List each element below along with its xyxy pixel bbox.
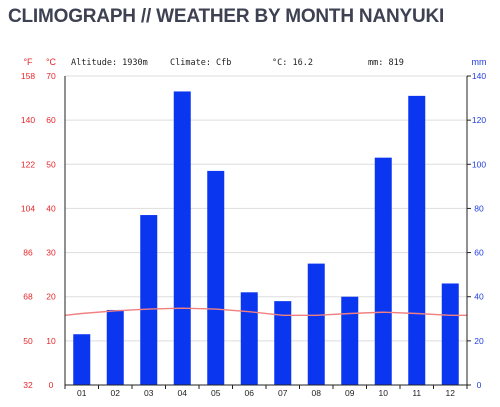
right-mm-ticks: 0 20 40 60 80 100 120 140 [467, 71, 486, 390]
precipitation-bar [274, 301, 292, 385]
temperature-line-group [64, 307, 467, 316]
fahrenheit-unit-label: °F [23, 57, 33, 67]
celsius-tick-label: 60 [46, 115, 56, 125]
celsius-tick-label: 30 [46, 248, 56, 258]
mm-tick-label: 80 [474, 203, 484, 213]
mm-tick-label: 100 [472, 159, 486, 169]
precipitation-bar [240, 292, 258, 385]
precipitation-bar [374, 157, 392, 385]
month-tick-label: 07 [278, 388, 288, 398]
precipitation-bar [307, 263, 325, 385]
precipitation-bar [441, 283, 459, 385]
mm-tick-label: 120 [472, 115, 486, 125]
precip-label: mm: 819 [368, 58, 404, 68]
month-tick-label: 05 [211, 388, 221, 398]
month-tick-label: 08 [312, 388, 322, 398]
fahrenheit-tick-label: 68 [23, 292, 33, 302]
month-tick-label: 09 [345, 388, 355, 398]
precipitation-bars [73, 91, 459, 385]
mm-tick-label: 0 [477, 380, 482, 390]
precipitation-bar [173, 91, 191, 385]
x-ticks: 01 02 03 04 05 06 07 08 09 10 11 12 [64, 385, 468, 398]
precipitation-bar [341, 296, 359, 385]
altitude-label: Altitude: 1930m [71, 58, 148, 68]
month-tick-label: 10 [379, 388, 389, 398]
mm-tick-label: 140 [472, 71, 486, 81]
fahrenheit-tick-label: 32 [23, 380, 33, 390]
precipitation-bar [106, 309, 124, 385]
climate-label: Climate: Cfb [170, 58, 231, 68]
celsius-tick-label: 20 [46, 292, 56, 302]
fahrenheit-tick-label: 104 [21, 203, 35, 213]
fahrenheit-tick-label: 122 [21, 159, 35, 169]
left-f-ticks: 32 50 68 86 104 122 140 158 [21, 71, 35, 390]
precipitation-bar [408, 95, 426, 385]
month-tick-label: 02 [111, 388, 121, 398]
precipitation-bar [140, 215, 158, 385]
avg-temp-label: °C: 16.2 [272, 58, 313, 68]
fahrenheit-tick-label: 50 [23, 336, 33, 346]
fahrenheit-tick-label: 158 [21, 71, 35, 81]
month-tick-label: 01 [77, 388, 87, 398]
gridlines [65, 75, 467, 342]
precipitation-bar [207, 170, 225, 385]
temperature-line [64, 307, 467, 316]
fahrenheit-tick-label: 140 [21, 115, 35, 125]
mm-tick-label: 40 [474, 292, 484, 302]
celsius-tick-label: 50 [46, 159, 56, 169]
precipitation-bar [73, 334, 91, 385]
month-tick-label: 12 [446, 388, 456, 398]
celsius-tick-label: 40 [46, 203, 56, 213]
fahrenheit-tick-label: 86 [23, 248, 33, 258]
page-title: CLIMOGRAPH // WEATHER BY MONTH NANYUKI [8, 6, 445, 27]
axis-unit-labels: °F °C mm [23, 57, 486, 67]
plot-frame [64, 76, 468, 386]
mm-tick-label: 20 [474, 336, 484, 346]
info-header: Altitude: 1930m Climate: Cfb °C: 16.2 mm… [71, 58, 404, 68]
month-tick-label: 06 [245, 388, 255, 398]
celsius-tick-label: 0 [49, 380, 54, 390]
left-c-ticks: 0 10 20 30 40 50 60 70 [46, 71, 56, 390]
month-tick-label: 03 [144, 388, 154, 398]
mm-unit-label: mm [472, 57, 487, 67]
mm-tick-label: 60 [474, 248, 484, 258]
celsius-unit-label: °C [46, 57, 57, 67]
celsius-tick-label: 70 [46, 71, 56, 81]
celsius-tick-label: 10 [46, 336, 56, 346]
month-tick-label: 04 [178, 388, 188, 398]
month-tick-label: 11 [412, 388, 421, 398]
